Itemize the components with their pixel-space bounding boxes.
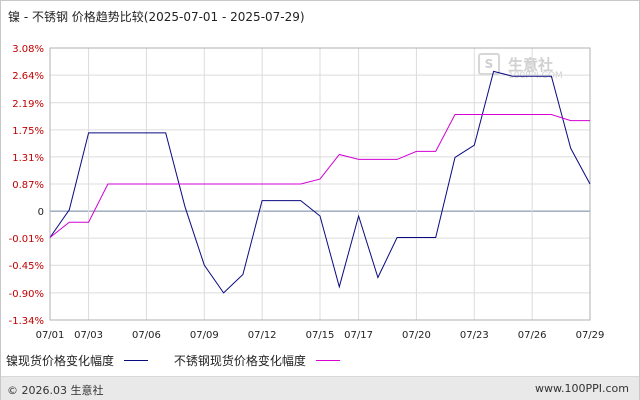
- x-tick-label: 07/03: [74, 330, 103, 341]
- series-line-nickel: [49, 70, 591, 294]
- y-tick-label: 3.08%: [12, 44, 44, 55]
- y-tick-label: 1.75%: [12, 126, 44, 137]
- x-tick-label: 07/23: [460, 330, 489, 341]
- y-tick-label: -0.01%: [9, 234, 44, 245]
- legend-item-nickel: 镍现货价格变化幅度: [6, 352, 149, 369]
- series-line-stainless: [49, 114, 590, 238]
- legend-swatch-stainless: [315, 360, 340, 361]
- x-tick-label: 07/12: [248, 330, 277, 341]
- legend-item-stainless: 不锈钢现货价格变化幅度: [174, 352, 340, 369]
- y-tick-label: 0: [38, 207, 44, 218]
- x-tick-label: 07/06: [132, 330, 161, 341]
- x-tick-label: 07/26: [518, 330, 547, 341]
- watermark-name: 生意社: [508, 56, 554, 74]
- legend-label-nickel: 镍现货价格变化幅度: [6, 354, 115, 368]
- x-tick-label: 07/09: [190, 330, 219, 341]
- x-tick-label: 07/01: [36, 330, 65, 341]
- legend-swatch-nickel: [124, 360, 149, 361]
- y-tick-label: 2.19%: [12, 99, 44, 110]
- y-tick-label: -1.34%: [9, 316, 44, 327]
- footer: © 2026.03 生意社 www.100PPI.com: [1, 376, 639, 400]
- legend: 镍现货价格变化幅度 不锈钢现货价格变化幅度: [6, 352, 362, 369]
- x-tick-label: 07/17: [344, 330, 373, 341]
- watermark-logo-icon: S: [478, 53, 500, 75]
- y-tick-label: 2.64%: [12, 71, 44, 82]
- y-tick-label: 1.31%: [12, 153, 44, 164]
- copyright: © 2026.03 生意社: [7, 384, 104, 397]
- site-link[interactable]: www.100PPI.com: [535, 382, 629, 395]
- x-tick-label: 07/29: [576, 330, 605, 341]
- y-tick-label: 0.87%: [12, 180, 44, 191]
- x-tick-label: 07/15: [306, 330, 335, 341]
- x-tick-label: 07/20: [402, 330, 431, 341]
- y-tick-label: -0.90%: [9, 289, 44, 300]
- chart-title: 镍 - 不锈钢 价格趋势比较(2025-07-01 - 2025-07-29): [8, 10, 305, 24]
- legend-label-stainless: 不锈钢现货价格变化幅度: [173, 354, 306, 368]
- y-tick-label: -0.45%: [9, 261, 44, 272]
